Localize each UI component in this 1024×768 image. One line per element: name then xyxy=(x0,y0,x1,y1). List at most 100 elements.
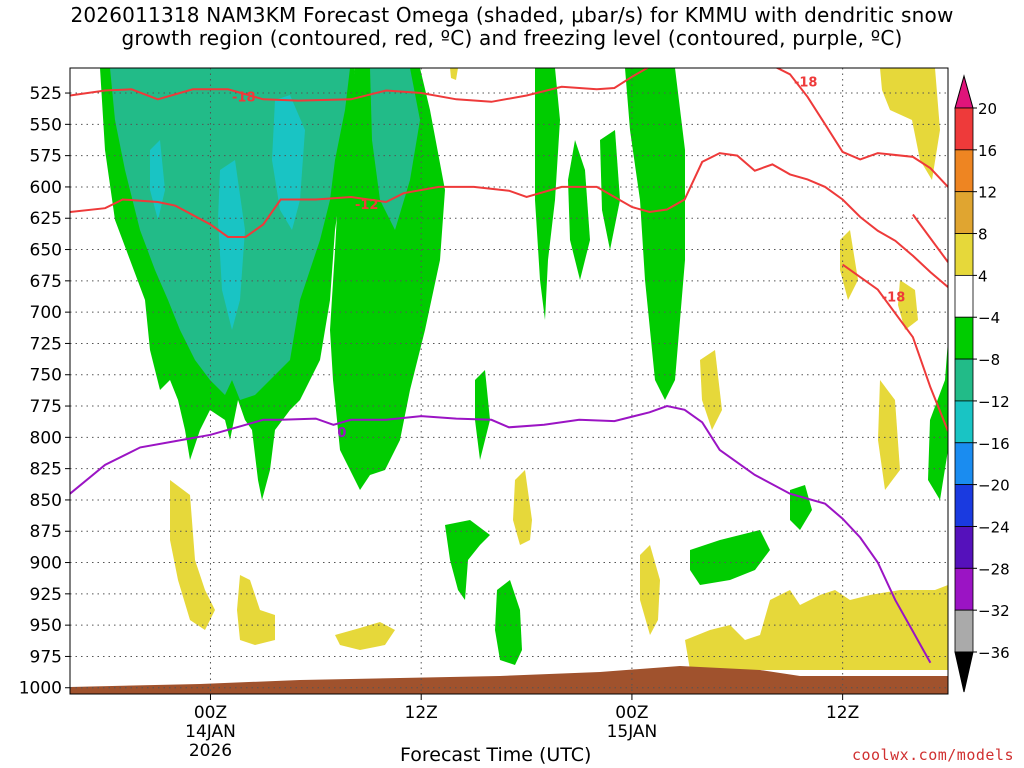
x-tick-label: 00Z xyxy=(194,703,227,723)
omega-region-yellow-top xyxy=(450,68,458,80)
colorbar-label: −8 xyxy=(978,351,1000,369)
y-tick-label: 825 xyxy=(30,460,62,480)
omega-region-cyan3 xyxy=(150,140,165,220)
y-tick-label: 600 xyxy=(30,178,62,198)
omega-region-green-right2 xyxy=(625,68,685,400)
y-axis: 525 550 575 600 625 650 675 700 725 750 775 800 825 8… xyxy=(19,84,70,699)
colorbar-label: −24 xyxy=(978,518,1010,536)
colorbar-label: −32 xyxy=(978,602,1010,620)
colorbar-label: −36 xyxy=(978,644,1010,662)
colorbar-label: −12 xyxy=(978,393,1010,411)
dgz-contour xyxy=(70,68,650,103)
x-axis: 00Z14JAN202612Z00Z15JAN12Z00Z16JAN xyxy=(185,694,859,761)
omega-region-yellow-mid4 xyxy=(840,230,858,300)
y-tick-label: 700 xyxy=(30,303,62,323)
y-tick-label: 550 xyxy=(30,115,62,135)
omega-region-yellow-low xyxy=(685,585,948,670)
colorbar-swatch xyxy=(954,567,974,611)
omega-region-green-streak xyxy=(475,370,490,460)
colorbar-label: −20 xyxy=(978,477,1010,495)
dgz-contour-label: -12 xyxy=(355,198,379,213)
dgz-contour xyxy=(775,68,948,188)
x-tick-date: 14JAN xyxy=(185,722,236,742)
x-tick-label: 00Z xyxy=(615,703,648,723)
colorbar-bottom-triangle xyxy=(954,651,974,693)
y-tick-label: 975 xyxy=(30,647,62,667)
plot-area: -18-12-18-18-120 xyxy=(70,68,948,694)
y-tick-label: 900 xyxy=(30,554,62,574)
y-tick-label: 950 xyxy=(30,616,62,636)
plot-frame xyxy=(69,67,949,695)
omega-region-teal-central xyxy=(370,68,420,230)
omega-region-yellow-c xyxy=(335,622,395,650)
y-tick-label: 650 xyxy=(30,241,62,261)
colorbar-swatch xyxy=(954,400,974,444)
omega-region-green-edge xyxy=(928,340,948,500)
omega-region-yellow-d xyxy=(513,470,532,545)
credit-text: coolwx.com/models xyxy=(851,746,1014,764)
y-tick-label: 625 xyxy=(30,209,62,229)
colorbar-swatch xyxy=(954,191,974,234)
colorbar-swatch xyxy=(954,233,974,276)
omega-region-cyan1 xyxy=(272,95,305,230)
omega-region-green-low3 xyxy=(690,530,770,585)
omega-region-green-central xyxy=(330,68,445,490)
x-tick-year: 2026 xyxy=(189,741,232,761)
chart-title-line2: growth region (contoured, red, ºC) and f… xyxy=(121,26,903,50)
omega-shading-positive xyxy=(170,68,948,670)
chart-title-line1: 2026011318 NAM3KM Forecast Omega (shaded… xyxy=(70,3,954,27)
dgz-contour xyxy=(912,213,948,263)
colorbar-swatch xyxy=(954,149,974,193)
colorbar-label: −16 xyxy=(978,435,1010,453)
omega-region-yellow-mid2 xyxy=(700,350,722,430)
colorbar-swatch xyxy=(954,484,974,527)
dgz-contour xyxy=(842,263,948,432)
freezing-level-contour xyxy=(70,404,932,664)
y-tick-label: 850 xyxy=(30,491,62,511)
colorbar-label: 12 xyxy=(978,184,997,202)
omega-region-yellow-upper xyxy=(880,68,940,180)
y-tick-label: 875 xyxy=(30,522,62,542)
y-tick-label: 925 xyxy=(30,585,62,605)
x-axis-title: Forecast Time (UTC) xyxy=(400,744,592,766)
colorbar-label: −4 xyxy=(978,309,1000,327)
y-tick-label: 775 xyxy=(30,397,62,417)
omega-region-yellow-e xyxy=(640,545,660,635)
colorbar-swatch xyxy=(954,358,974,402)
colorbar-top-triangle xyxy=(954,74,974,109)
colorbar: 20 16 12 8 4 −4 −8 −12 −16 −20 −24 −28 −32 −36 xyxy=(954,74,1010,693)
colorbar-label: 4 xyxy=(978,267,988,285)
omega-region-yellow-b xyxy=(237,575,275,645)
y-tick-label: 800 xyxy=(30,428,62,448)
dgz-contour xyxy=(70,152,948,288)
y-tick-label: 575 xyxy=(30,147,62,167)
omega-region-green-low2 xyxy=(495,580,522,665)
omega-region-yellow-mid3 xyxy=(878,380,900,490)
omega-region-green-mid xyxy=(568,140,590,280)
omega-region-green-low1 xyxy=(445,520,490,600)
colorbar-label: 8 xyxy=(978,226,988,244)
colorbar-swatch xyxy=(954,609,974,653)
colorbar-swatch xyxy=(954,316,974,360)
omega-region-yellow-a xyxy=(170,480,215,630)
dgz-contour-label: -18 xyxy=(794,75,818,90)
y-tick-label: 725 xyxy=(30,334,62,354)
y-tick-label: 1000 xyxy=(19,679,62,699)
omega-region-green-right xyxy=(535,68,560,320)
contours: -18-12-18-18-120 xyxy=(70,68,948,664)
terrain-ground xyxy=(70,666,948,694)
x-tick-label: 12Z xyxy=(826,703,859,723)
colorbar-swatch xyxy=(954,274,974,318)
omega-region-cyan2 xyxy=(218,160,245,330)
y-tick-label: 675 xyxy=(30,272,62,292)
dgz-contour-label: -18 xyxy=(232,90,256,105)
x-tick-date: 15JAN xyxy=(607,722,658,742)
y-tick-label: 525 xyxy=(30,84,62,104)
colorbar-label: −28 xyxy=(978,560,1010,578)
x-tick-label: 12Z xyxy=(405,703,438,723)
colorbar-swatch xyxy=(954,526,974,569)
gridlines xyxy=(70,68,948,694)
dgz-contour-label: -18 xyxy=(882,291,906,306)
freezing-level-contour-label: 0 xyxy=(337,426,346,441)
